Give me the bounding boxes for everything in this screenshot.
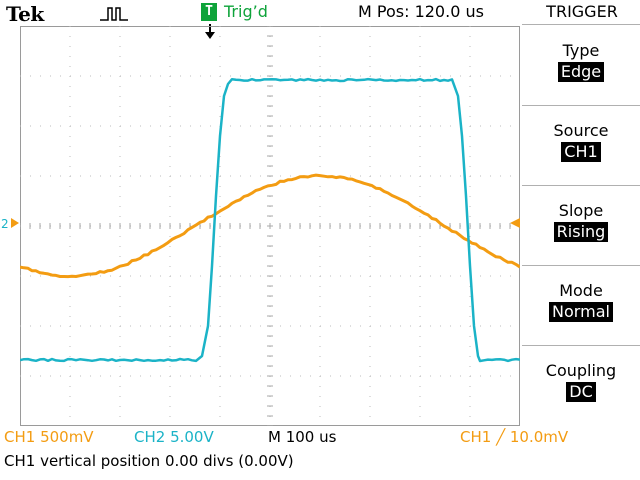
brand-logo: Tek <box>6 2 44 26</box>
trigger-level-marker-icon[interactable] <box>508 216 522 230</box>
waveform-display[interactable] <box>20 26 520 426</box>
menu-item-mode[interactable]: Mode Normal <box>522 265 640 345</box>
horizontal-position: M Pos: 120.0 us <box>358 2 484 21</box>
channel-ground-marker-icon[interactable]: 2 <box>0 216 20 230</box>
menu-item-value: Rising <box>554 222 609 242</box>
menu-item-coupling[interactable]: Coupling DC <box>522 345 640 425</box>
menu-item-label: Slope <box>522 201 640 220</box>
menu-item-label: Source <box>522 121 640 140</box>
channel-marker-label: 2 <box>1 217 9 230</box>
menu-item-source[interactable]: Source CH1 <box>522 105 640 185</box>
menu-item-label: Coupling <box>522 361 640 380</box>
ch1-scale: CH1 500mV <box>4 428 94 446</box>
menu-item-value: DC <box>566 382 596 402</box>
menu-title: TRIGGER <box>524 2 640 21</box>
ch2-waveform <box>20 79 520 361</box>
menu-item-value: Edge <box>558 62 604 82</box>
timebase-scale: M 100 us <box>268 428 336 446</box>
ch2-scale: CH2 5.00V <box>134 428 214 446</box>
menu-item-value: CH1 <box>561 142 600 162</box>
menu-item-slope[interactable]: Slope Rising <box>522 185 640 265</box>
status-message: CH1 vertical position 0.00 divs (0.00V) <box>4 452 294 470</box>
trigger-readout: CH1 ╱ 10.0mV <box>460 428 568 446</box>
acquisition-mode-icon <box>98 4 136 24</box>
menu-item-label: Type <box>522 41 640 60</box>
menu-item-type[interactable]: Type Edge <box>522 25 640 105</box>
menu-item-label: Mode <box>522 281 640 300</box>
menu-item-value: Normal <box>549 302 613 322</box>
trigger-badge: T <box>201 3 217 21</box>
trigger-status: Trig’d <box>224 2 268 21</box>
